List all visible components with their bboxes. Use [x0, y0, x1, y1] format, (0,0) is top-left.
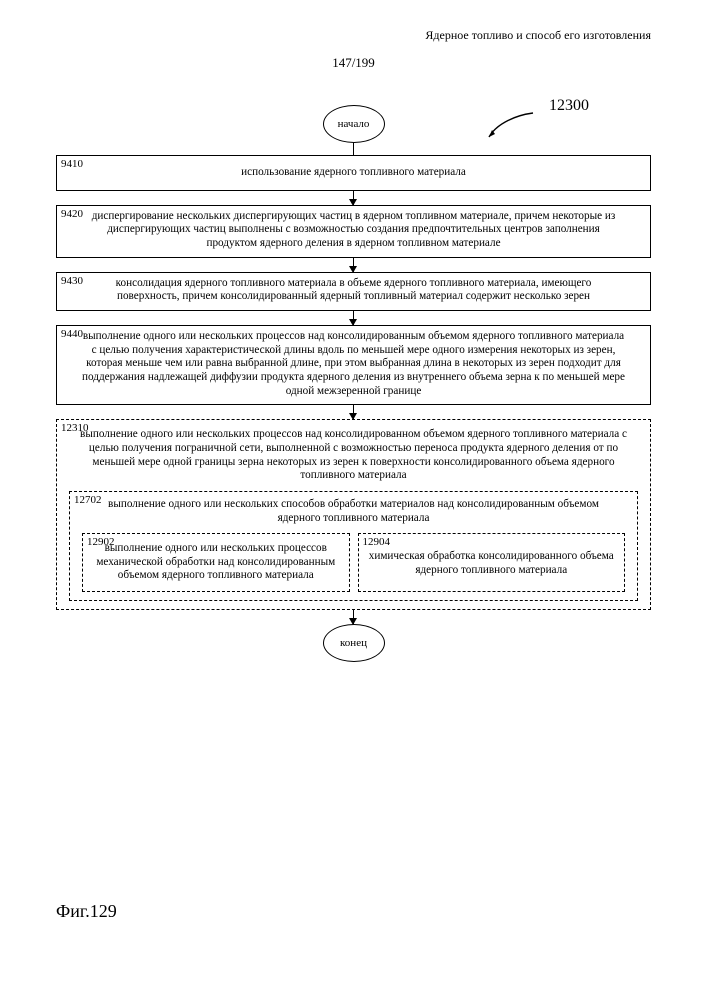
terminator-end-label: конец	[340, 637, 367, 649]
process-box-9430: 9430 консолидация ядерного топливного ма…	[56, 272, 651, 311]
terminator-end: конец	[323, 624, 385, 662]
optional-group-12310: 12310 выполнение одного или нескольких п…	[56, 419, 651, 610]
box-ref: 12904	[363, 536, 391, 548]
optional-row: 12902 выполнение одного или нескольких п…	[82, 533, 625, 592]
box-text: использование ядерного топливного матери…	[63, 160, 644, 184]
box-text: выполнение одного или нескольких процесс…	[89, 542, 343, 583]
box-ref: 9410	[61, 158, 83, 170]
box-text: диспергирование нескольких диспергирующи…	[63, 210, 644, 251]
box-text: выполнение одного или нескольких способо…	[76, 498, 631, 525]
box-ref: 12902	[87, 536, 115, 548]
connector	[353, 143, 354, 155]
optional-box-12902: 12902 выполнение одного или нескольких п…	[82, 533, 350, 592]
terminator-start: начало	[323, 105, 385, 143]
connector-arrow	[353, 610, 354, 624]
box-ref: 9420	[61, 208, 83, 220]
box-text: выполнение одного или нескольких процесс…	[63, 330, 644, 398]
connector-arrow	[353, 191, 354, 205]
terminator-start-label: начало	[338, 118, 370, 130]
box-ref: 9430	[61, 275, 83, 287]
process-box-9420: 9420 диспергирование нескольких дисперги…	[56, 205, 651, 258]
flowchart: начало 12300 9410 использование ядерного…	[56, 105, 651, 662]
box-ref: 12702	[74, 494, 102, 506]
box-text: химическая обработка консолидированного …	[365, 542, 619, 577]
pointer-arrow-icon	[483, 111, 535, 141]
box-text: консолидация ядерного топливного материа…	[63, 277, 644, 304]
page-root: Ядерное топливо и способ его изготовлени…	[0, 0, 707, 1000]
box-ref: 9440	[61, 328, 83, 340]
connector-arrow	[353, 405, 354, 419]
page-number: 147/199	[56, 55, 651, 71]
connector-arrow	[353, 258, 354, 272]
process-box-9440: 9440 выполнение одного или нескольких пр…	[56, 325, 651, 405]
page-header: Ядерное топливо и способ его изготовлени…	[56, 28, 651, 43]
figure-number: Фиг.129	[56, 901, 117, 922]
optional-group-12702: 12702 выполнение одного или нескольких с…	[69, 491, 638, 601]
connector-arrow	[353, 311, 354, 325]
optional-box-12904: 12904 химическая обработка консолидирова…	[358, 533, 626, 592]
box-text: выполнение одного или нескольких процесс…	[63, 428, 644, 483]
process-box-9410: 9410 использование ядерного топливного м…	[56, 155, 651, 191]
box-ref: 12310	[61, 422, 89, 434]
pointer-ref-12300: 12300	[549, 97, 589, 115]
